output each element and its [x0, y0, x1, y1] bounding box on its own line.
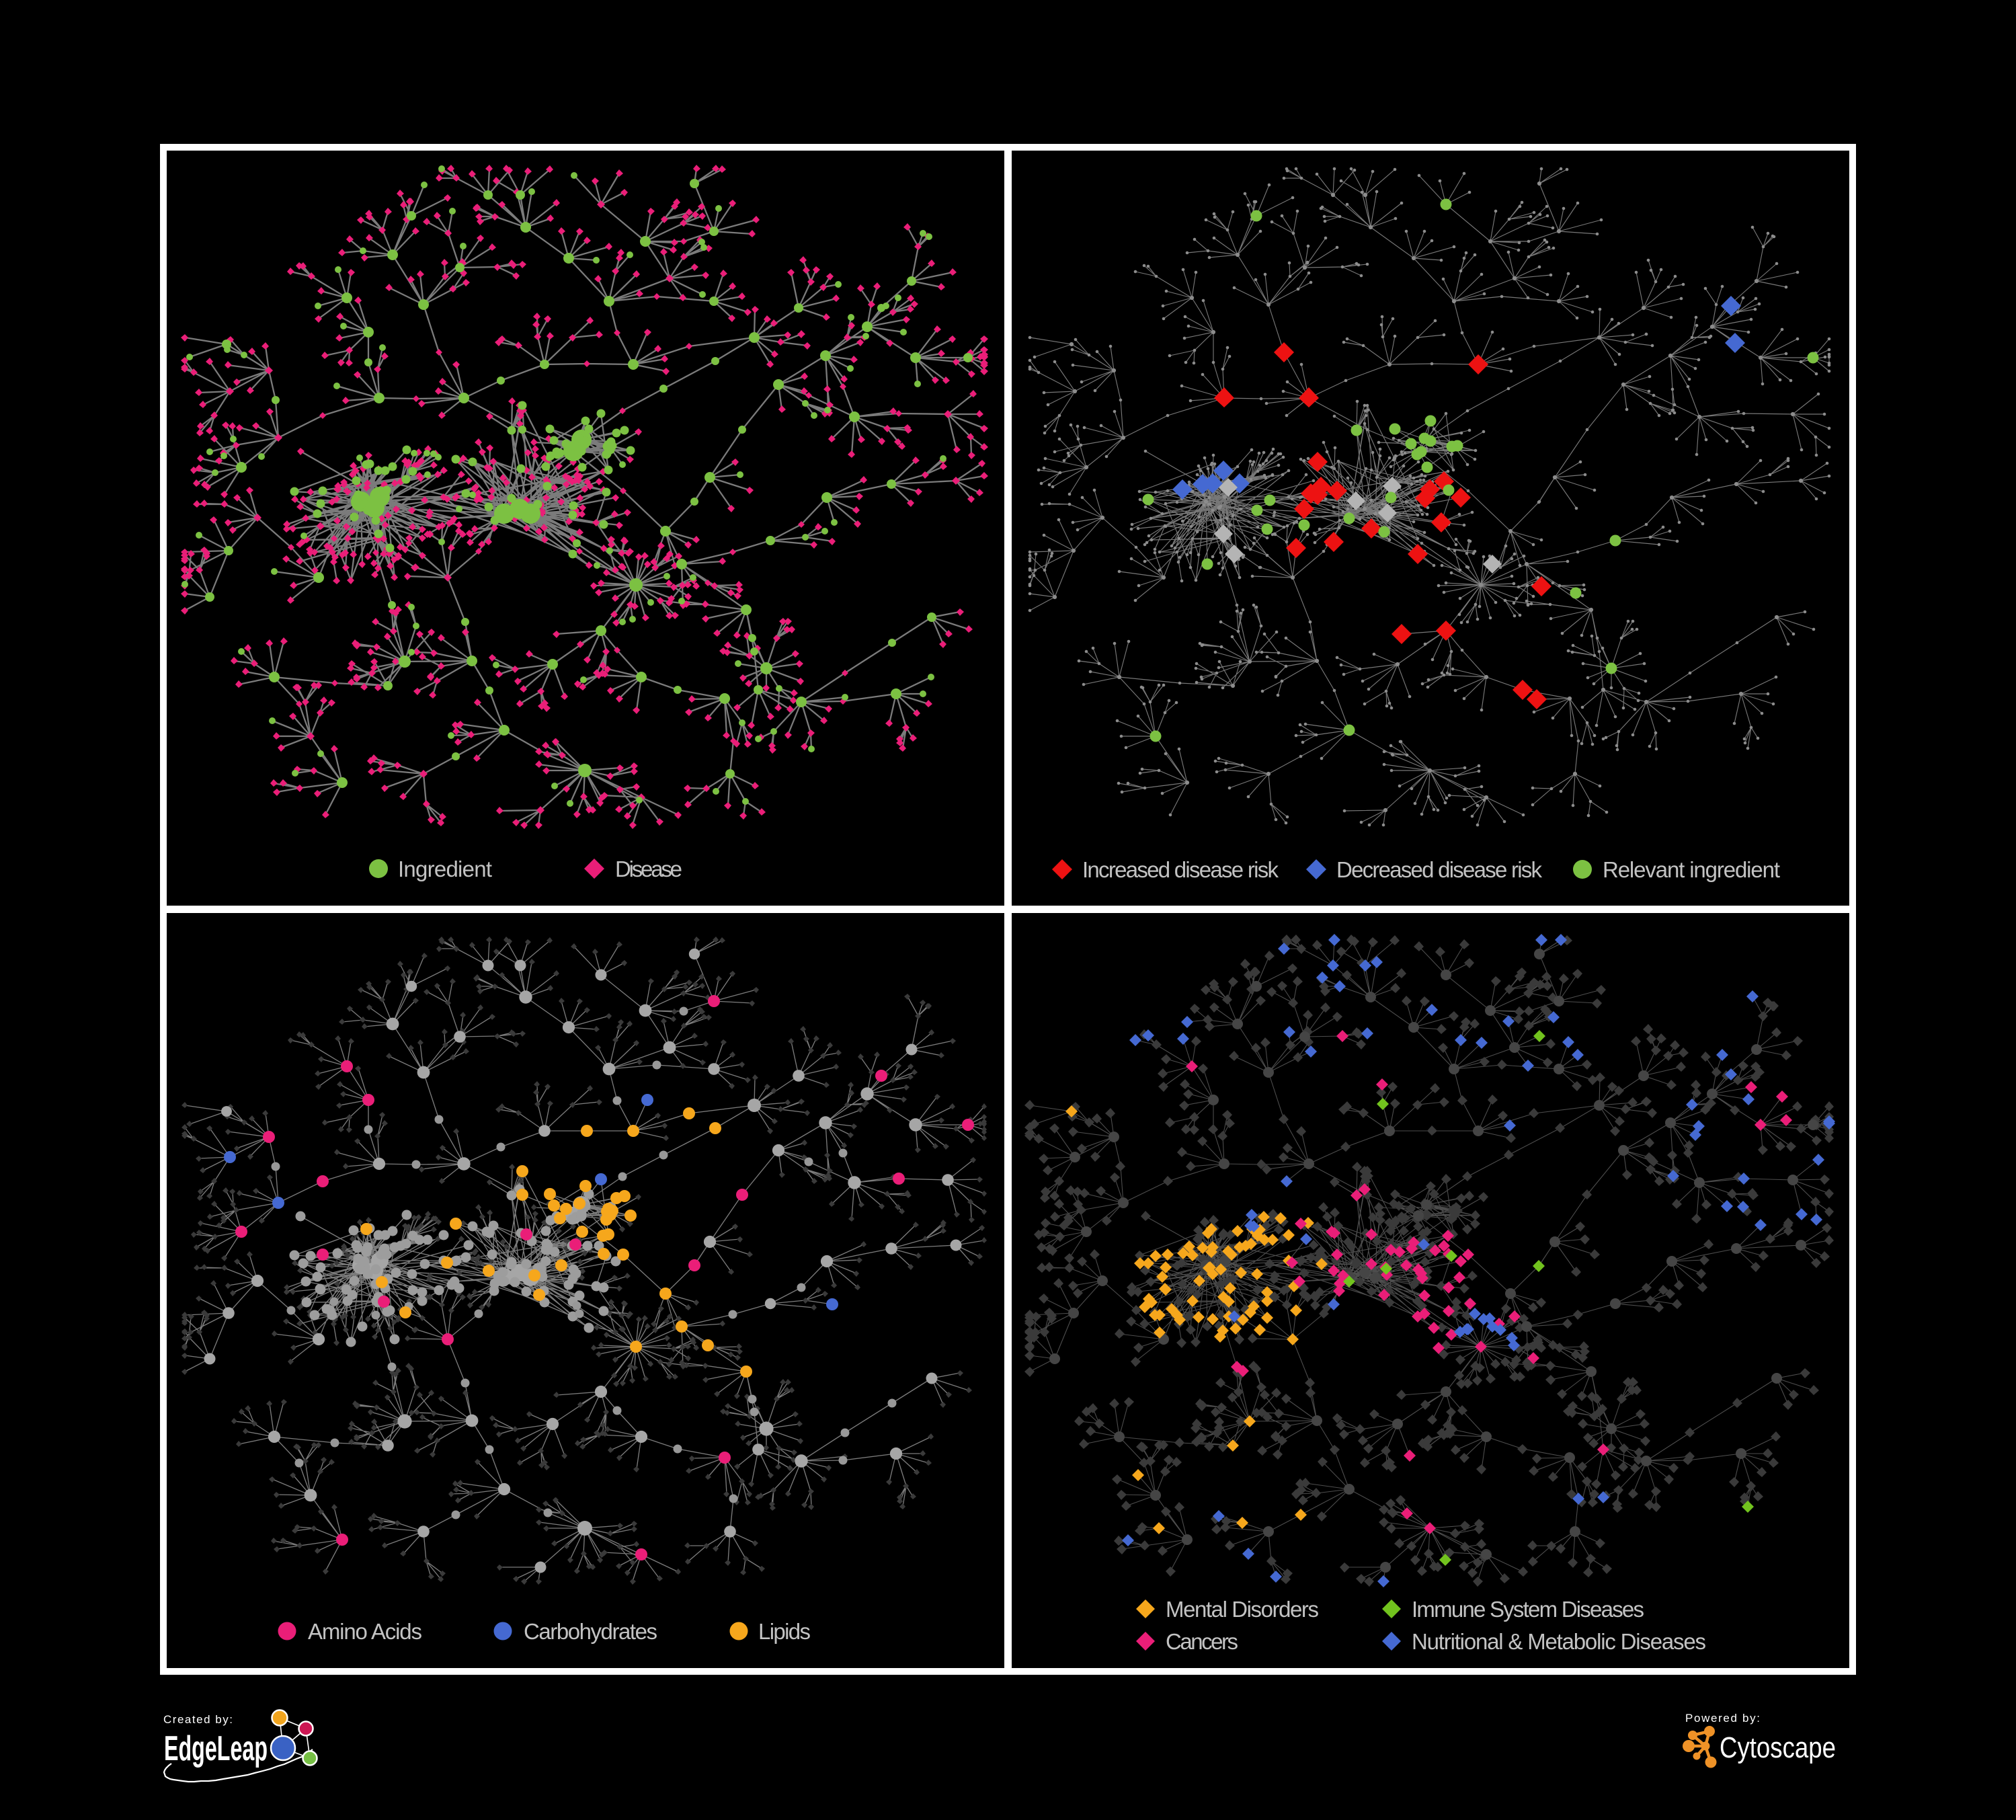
svg-text:Increased disease risk: Increased disease risk: [1082, 857, 1279, 882]
svg-text:Immune System Diseases: Immune System Diseases: [1412, 1597, 1644, 1622]
svg-text:Amino Acids: Amino Acids: [308, 1619, 422, 1644]
svg-text:EdgeLeap: EdgeLeap: [164, 1729, 268, 1768]
svg-text:Ingredient: Ingredient: [398, 857, 492, 881]
svg-text:Created by:: Created by:: [163, 1713, 233, 1726]
svg-text:Relevant ingredient: Relevant ingredient: [1603, 857, 1780, 882]
svg-text:Cancers: Cancers: [1166, 1629, 1238, 1654]
svg-text:Cytoscape: Cytoscape: [1720, 1731, 1836, 1764]
svg-text:Lipids: Lipids: [758, 1619, 811, 1644]
svg-text:Decreased disease risk: Decreased disease risk: [1336, 857, 1543, 882]
svg-text:Disease: Disease: [615, 857, 682, 881]
svg-text:Carbohydrates: Carbohydrates: [524, 1619, 657, 1644]
svg-text:Powered by:: Powered by:: [1685, 1712, 1760, 1725]
svg-text:Mental Disorders: Mental Disorders: [1166, 1597, 1319, 1622]
svg-text:Nutritional & Metabolic Diseas: Nutritional & Metabolic Diseases: [1412, 1629, 1706, 1654]
